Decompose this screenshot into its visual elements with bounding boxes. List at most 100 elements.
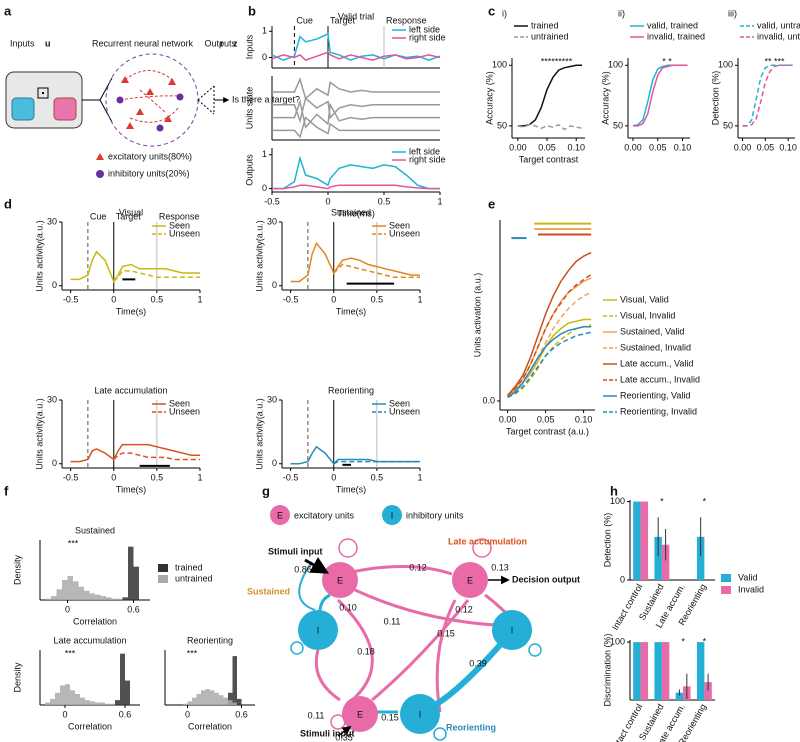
series-line [517,64,583,127]
histogram-bar [232,656,237,705]
histogram-bar [84,590,90,600]
histogram-bar [100,702,105,705]
histogram-bar [228,692,233,705]
self-loop [528,643,542,657]
y-axis-label: Detection (%) [602,513,612,568]
node-letter: E [337,575,343,585]
legend-label: Unseen [389,406,420,416]
histogram-bar [70,690,75,705]
series-line [113,270,200,283]
node-letter: I [511,625,514,635]
series-line [290,445,420,465]
y-tick-label: 1 [262,26,267,36]
chart-title: ii) [618,8,625,18]
y-tick-label: 50 [497,120,507,130]
histogram-bar [105,703,110,705]
histogram-bar [125,680,130,705]
label: Stimuli input [268,546,323,556]
y-tick-label: 0 [262,52,267,62]
y-tick-label: 30 [267,216,277,226]
weight: 0.11 [308,710,325,720]
histogram-bar [237,698,242,705]
y-axis-label: Accuracy (%) [484,71,494,125]
chart-title: Visual [119,207,143,217]
y-tick-label: 1 [262,149,267,159]
y-tick-label: 50 [723,120,733,130]
y-tick-label: 100 [608,60,623,70]
legend-label: Valid [738,572,757,582]
legend-label: trained [175,562,203,572]
y-axis-label: Units activation (a.u.) [472,273,482,358]
series-line [290,241,420,283]
x-axis-label: Correlation [73,616,117,626]
x-tick-label: 0.10 [674,142,692,152]
x-tick-label: -0.5 [283,472,299,482]
x-tick-label: 0.05 [649,142,667,152]
legend-label: Unseen [169,406,200,416]
histogram-bar [100,596,106,600]
histogram-bar [183,703,188,705]
input-arrow [337,725,352,737]
y-tick-label: 30 [47,394,57,404]
histogram-bar [228,700,233,705]
x-tick-label: 0.05 [538,142,556,152]
legend-label: excitatory units(80%) [108,151,192,161]
rnn-links [119,70,181,123]
y-tick-label: 0 [52,458,57,468]
label: Sustained [247,586,290,596]
x-tick-label: 0.00 [624,142,642,152]
y-axis-label: Accuracy (%) [600,71,610,125]
chart-title: i) [502,8,507,18]
weight: 0.12 [455,604,473,614]
self-loop [290,641,304,655]
legend-label: left side [409,146,440,156]
bar [654,536,662,580]
legend-label: valid, trained [647,20,698,30]
chart-title: Reorienting [187,635,233,645]
x-tick-label: 0 [62,709,67,719]
y-tick-label: 100 [610,636,625,646]
weight: 0.18 [357,646,375,656]
label: Reorienting [446,722,496,732]
x-tick-label: 1 [437,196,442,206]
panel-label: a [4,3,12,18]
series-line [272,116,440,139]
node-letter: I [317,625,320,635]
x-tick-label: 0 [111,294,116,304]
label: u [45,38,51,48]
x-tick-label: 0.10 [575,414,593,424]
weight: 0.15 [437,628,455,638]
histogram-bar [62,580,68,600]
x-tick-label: 0.00 [509,142,527,152]
chart-title: iii) [728,8,737,18]
y-axis-label: Units activity(a.u.) [34,398,44,470]
legend-label: Seen [169,220,190,230]
x-tick-label: 0 [331,294,336,304]
legend-label: trained [531,20,559,30]
legend-label: right side [409,32,446,42]
chart-title: Reorienting [328,385,374,395]
label: Late accumulation [448,536,527,546]
input-arrow [304,557,330,574]
x-tick-label: 0.05 [537,414,555,424]
event-label: Response [159,211,200,221]
x-tick-label: 1 [417,294,422,304]
y-tick-label: 100 [718,60,733,70]
legend-label: inhibitory units [406,510,464,520]
output-lines [197,85,215,115]
x-tick-label: 0.00 [734,142,752,152]
legend-label: Sustained, Valid [620,326,684,336]
histogram-bar [122,597,128,600]
histogram-bar [60,685,65,705]
node-letter: E [467,575,473,585]
histogram-bar [80,697,85,705]
fixation-dot [42,92,44,94]
histogram-bar [106,597,112,600]
histogram-bar [232,702,237,705]
bar [704,682,712,700]
weight: 0.15 [381,712,399,722]
bar [661,544,670,580]
legend-label: Unseen [169,228,200,238]
bar [696,536,705,580]
input-lines [82,77,113,123]
